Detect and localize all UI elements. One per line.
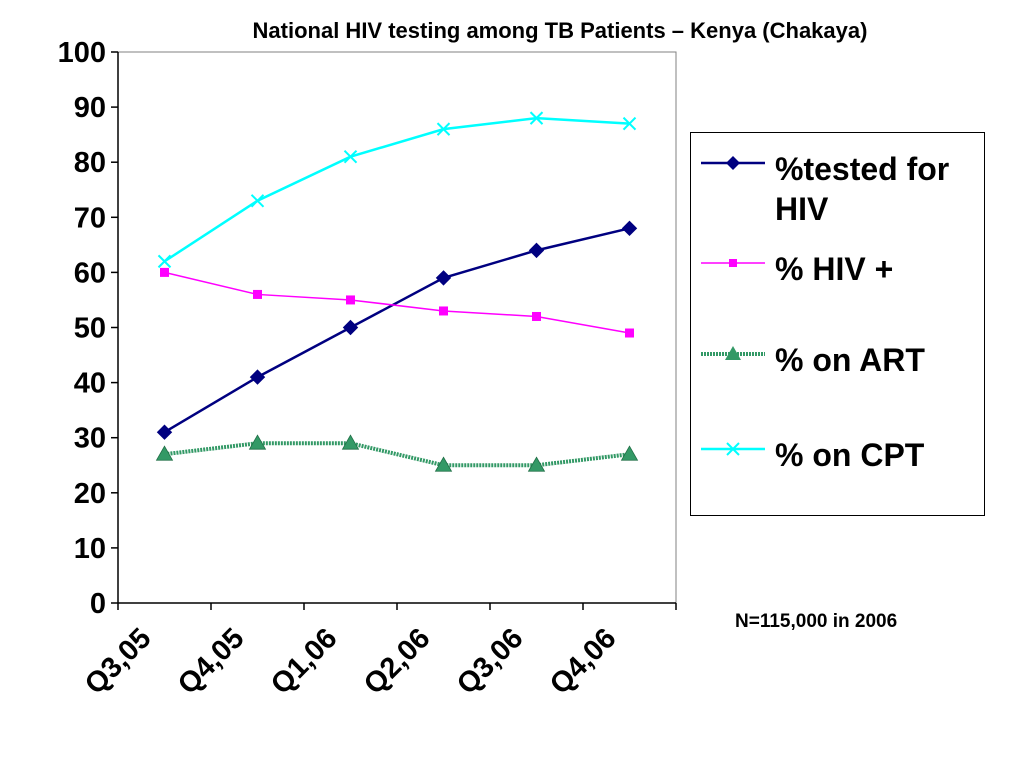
x-tick-label: Q3,06 [451, 622, 529, 700]
series-line-4 [163, 116, 630, 263]
data-point-s4 [436, 122, 451, 136]
y-tick-label: 20 [74, 478, 106, 510]
x-tick-label: Q1,06 [265, 622, 343, 700]
data-point-s3 [527, 456, 546, 472]
data-point-s2 [532, 311, 541, 321]
series-line-2 [164, 271, 630, 334]
legend-swatch [701, 346, 765, 360]
data-point-s3 [341, 434, 360, 450]
data-point-s3 [155, 445, 174, 461]
data-point-s2 [439, 306, 448, 316]
data-point-s4 [343, 149, 358, 164]
legend-swatch [701, 156, 765, 170]
data-point-s1 [528, 242, 545, 259]
data-point-s1 [249, 369, 266, 385]
y-tick-label: 100 [58, 37, 106, 69]
data-point-s1 [342, 319, 359, 336]
legend-swatch [701, 259, 765, 267]
x-tick-label: Q3,05 [79, 622, 157, 700]
data-point-s2 [160, 267, 169, 277]
data-point-s2 [346, 295, 355, 305]
chart-title: National HIV testing among TB Patients –… [252, 18, 868, 43]
legend-label: % on CPT [775, 437, 925, 473]
legend-label: %tested for HIV [775, 151, 950, 227]
data-point-s1 [156, 424, 173, 440]
legend-label: % on ART [775, 342, 925, 378]
data-point-s2 [625, 328, 634, 338]
data-point-s3 [620, 445, 639, 461]
y-tick-label: 90 [74, 92, 106, 124]
y-tick-label: 40 [74, 368, 106, 400]
y-tick-label: 10 [74, 533, 106, 565]
data-point-s1 [621, 220, 638, 237]
y-tick-label: 70 [74, 202, 106, 234]
series-line-3 [164, 441, 630, 468]
legend-swatch [701, 442, 765, 456]
x-tick-label: Q2,06 [358, 622, 436, 700]
data-point-s4 [157, 254, 172, 269]
plot-area [117, 51, 677, 604]
series-line-1 [163, 227, 630, 434]
data-point-s4 [529, 111, 544, 125]
sample-size-note: N=115,000 in 2006 [735, 611, 898, 632]
chart-legend: %tested for HIV % HIV + % on ART % on CPT [690, 132, 985, 516]
data-point-s3 [434, 456, 453, 472]
y-tick-label: 0 [90, 588, 106, 620]
legend-label: % HIV + [775, 251, 894, 287]
y-tick-label: 30 [74, 423, 106, 455]
x-tick-label: Q4,06 [544, 622, 622, 700]
data-point-s3 [248, 434, 267, 450]
data-point-s4 [250, 194, 265, 208]
y-tick-label: 80 [74, 147, 106, 179]
y-tick-label: 60 [74, 257, 106, 289]
data-point-s4 [622, 116, 637, 131]
data-point-s2 [253, 289, 262, 299]
y-tick-label: 50 [74, 313, 106, 345]
x-tick-label: Q4,05 [172, 622, 250, 700]
data-point-s1 [435, 270, 452, 286]
